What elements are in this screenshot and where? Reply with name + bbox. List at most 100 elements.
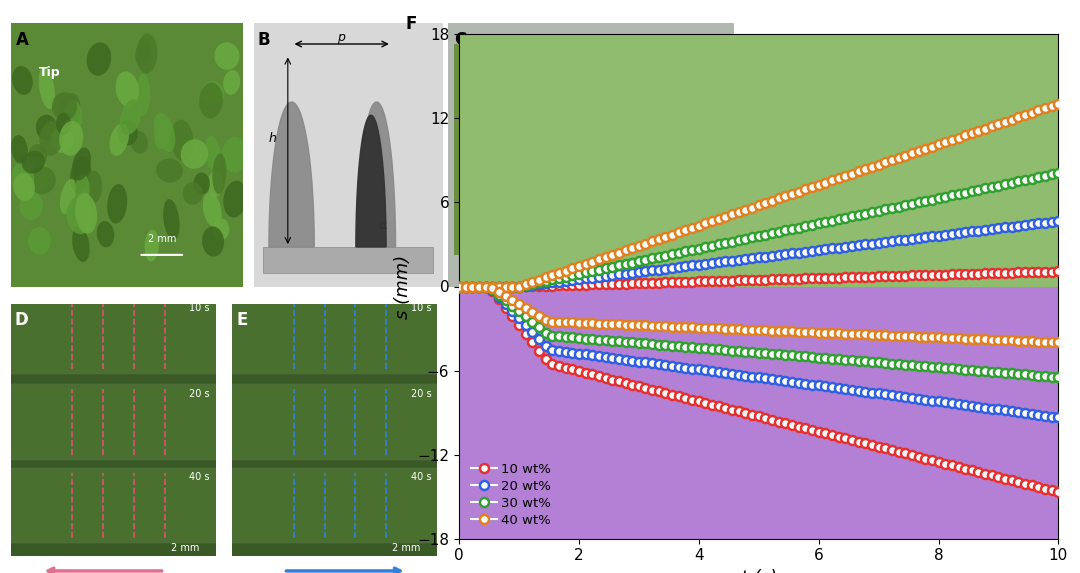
Ellipse shape [64,100,82,132]
30 wt% [592,266,605,273]
Ellipse shape [131,131,148,154]
Ellipse shape [183,182,203,205]
Ellipse shape [39,121,64,156]
10 wt% [592,281,605,288]
Ellipse shape [59,179,77,214]
Line: 30 wt%: 30 wt% [455,168,1063,291]
10 wt% [526,282,539,289]
20 wt% [526,281,539,288]
Ellipse shape [11,135,28,164]
Text: 20 s: 20 s [410,389,431,399]
Text: B: B [257,31,270,49]
X-axis label: t (s): t (s) [741,569,777,573]
20 wt% [606,272,619,278]
Polygon shape [604,110,718,189]
Ellipse shape [36,115,57,140]
Line: 20 wt%: 20 wt% [455,217,1063,291]
Ellipse shape [199,83,222,119]
Ellipse shape [154,120,170,149]
40 wt% [959,132,972,139]
Ellipse shape [70,156,91,193]
Text: A: A [15,31,28,49]
Ellipse shape [213,218,229,241]
Ellipse shape [221,137,247,172]
Text: Araucaria leaf: Araucaria leaf [85,308,168,320]
Ellipse shape [57,93,81,131]
20 wt% [1052,218,1065,225]
Text: 40 s: 40 s [189,472,210,482]
Ellipse shape [25,156,49,191]
Text: D: D [15,311,29,329]
Ellipse shape [51,127,73,153]
Polygon shape [465,70,568,229]
40 wt% [606,252,619,258]
10 wt% [1039,268,1052,275]
Text: Tip: Tip [39,66,60,79]
Ellipse shape [72,226,90,262]
Ellipse shape [120,99,141,135]
Ellipse shape [86,42,111,76]
Ellipse shape [76,174,90,207]
10 wt% [1052,268,1065,275]
Ellipse shape [207,171,222,197]
20 wt% [453,283,465,290]
Text: Longitudinal: Longitudinal [630,252,693,262]
Text: α: α [378,218,387,231]
Text: 1 mm: 1 mm [670,229,696,238]
Ellipse shape [28,144,48,168]
Ellipse shape [224,180,247,218]
Line: 10 wt%: 10 wt% [455,267,1063,291]
Ellipse shape [224,70,240,95]
Bar [459,34,1058,286]
Line: 40 wt%: 40 wt% [455,99,1063,291]
Text: 1 mm: 1 mm [527,229,553,238]
Ellipse shape [171,120,193,161]
20 wt% [1032,220,1045,227]
20 wt% [592,273,605,280]
Text: 2 mm: 2 mm [171,543,199,553]
Text: 2 mm: 2 mm [148,234,176,244]
Ellipse shape [193,172,210,194]
Polygon shape [269,102,314,247]
Text: 2 mm: 2 mm [392,543,420,553]
Ellipse shape [67,196,94,234]
Text: Transverse: Transverse [489,252,545,262]
40 wt% [453,283,465,290]
30 wt% [606,264,619,270]
Text: F: F [405,15,417,33]
Text: 10 s: 10 s [189,303,210,313]
Ellipse shape [215,42,240,70]
Ellipse shape [136,74,150,116]
Ellipse shape [135,40,151,66]
20 wt% [1039,219,1052,226]
Ellipse shape [116,72,139,107]
40 wt% [1032,107,1045,114]
Ellipse shape [202,226,225,257]
Text: 10 s: 10 s [410,303,431,313]
Ellipse shape [145,230,159,262]
Text: h: h [269,132,276,144]
Text: p: p [337,32,345,44]
Ellipse shape [97,221,114,247]
Ellipse shape [24,156,40,196]
30 wt% [526,280,539,287]
Ellipse shape [56,113,71,135]
Ellipse shape [29,166,56,194]
Ellipse shape [86,171,103,203]
Ellipse shape [13,173,35,201]
Ellipse shape [109,123,129,156]
10 wt% [959,270,972,277]
Ellipse shape [203,192,221,227]
Ellipse shape [153,112,175,152]
Ellipse shape [52,92,77,120]
40 wt% [592,256,605,263]
30 wt% [453,283,465,290]
Text: 40 s: 40 s [410,472,431,482]
Ellipse shape [76,193,97,234]
30 wt% [1052,170,1065,176]
Ellipse shape [59,121,83,156]
10 wt% [453,283,465,290]
Text: l: l [362,132,365,144]
20 wt% [959,229,972,236]
Ellipse shape [39,68,55,109]
